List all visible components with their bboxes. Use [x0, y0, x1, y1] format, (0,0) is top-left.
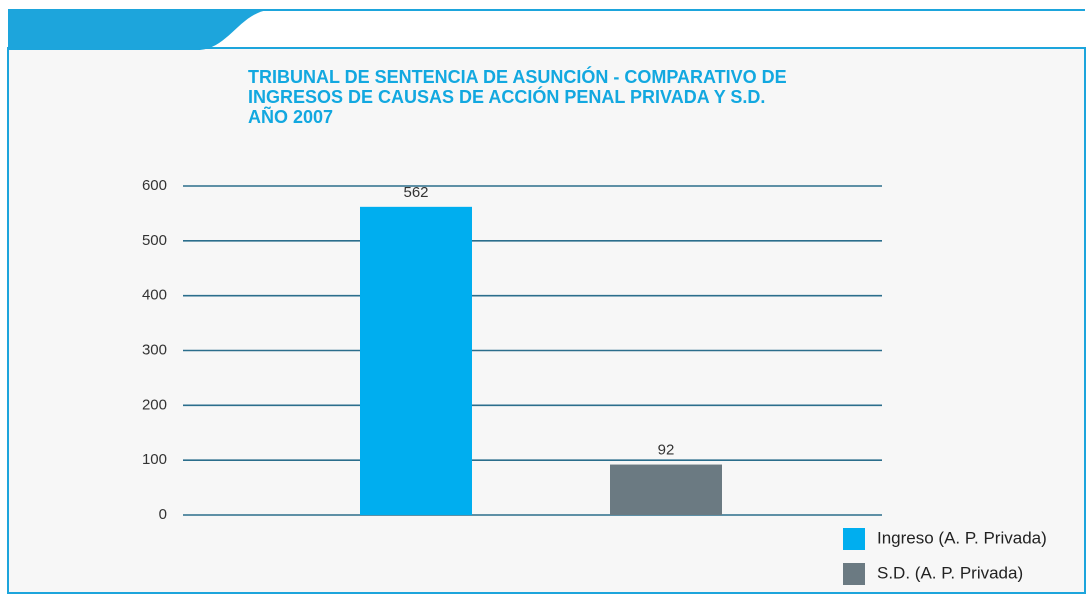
legend-label: S.D. (A. P. Privada) — [877, 563, 1023, 582]
chart-title: TRIBUNAL DE SENTENCIA DE ASUNCIÓN - COMP… — [248, 66, 787, 87]
y-tick-label: 0 — [159, 506, 167, 523]
y-tick-label: 100 — [142, 451, 167, 468]
bar — [610, 464, 722, 515]
data-label: 92 — [658, 442, 675, 459]
y-tick-label: 200 — [142, 396, 167, 413]
legend-swatch — [843, 563, 865, 585]
legend-swatch — [843, 528, 865, 550]
bar — [360, 206, 472, 515]
legend-label: Ingreso (A. P. Privada) — [877, 528, 1047, 547]
y-tick-label: 600 — [142, 177, 167, 194]
chart-title: INGRESOS DE CAUSAS DE ACCIÓN PENAL PRIVA… — [248, 86, 765, 107]
y-tick-label: 300 — [142, 341, 167, 358]
header-tab — [8, 10, 268, 50]
chart-title: AÑO 2007 — [248, 106, 333, 127]
y-tick-label: 500 — [142, 232, 167, 249]
y-tick-label: 400 — [142, 287, 167, 304]
frame — [7, 47, 1086, 594]
data-label: 562 — [403, 184, 428, 201]
